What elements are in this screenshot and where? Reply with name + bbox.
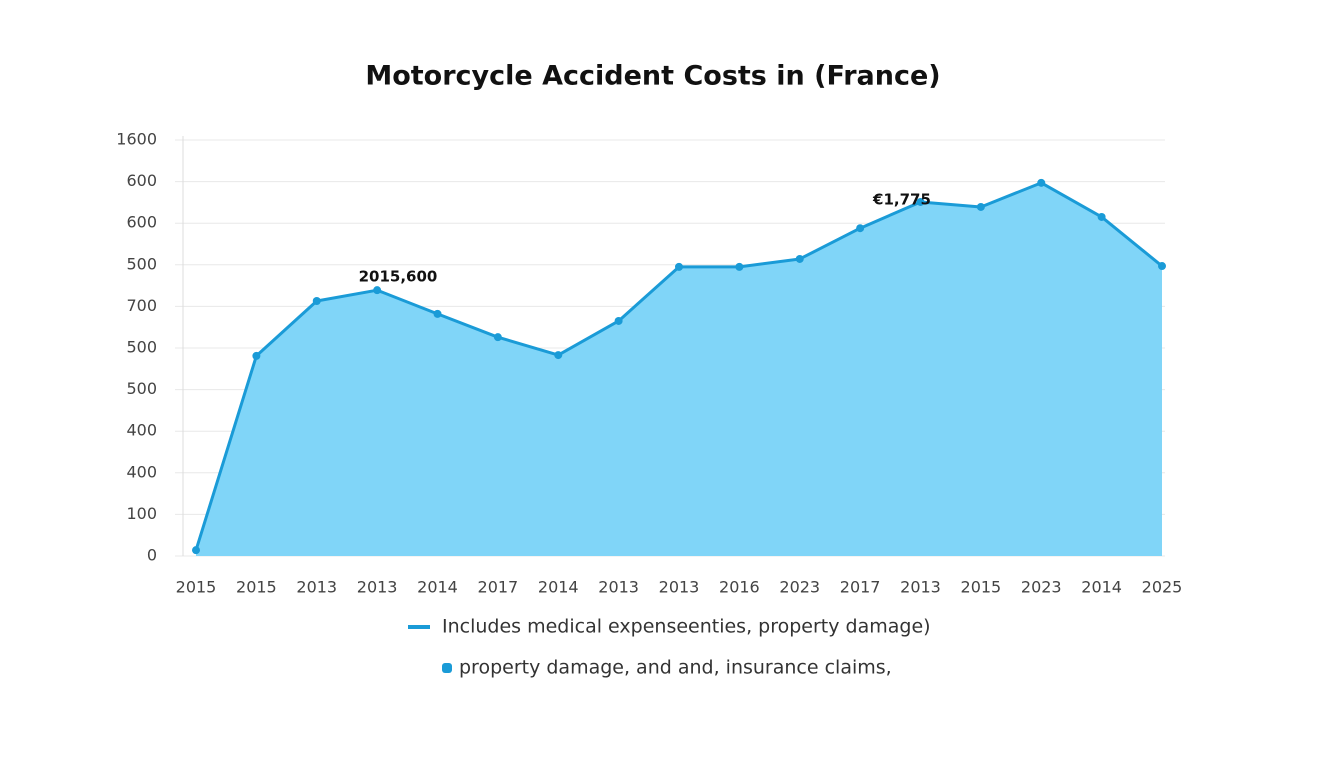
x-tick-label: 2016 <box>719 578 760 597</box>
point <box>433 309 442 318</box>
y-tick-label: 1600 <box>116 130 157 149</box>
x-tick-label: 2015 <box>176 578 217 597</box>
x-tick-label: 2013 <box>357 578 398 597</box>
point <box>312 296 321 305</box>
point <box>1037 178 1046 187</box>
annotation: €1,775 <box>872 191 931 209</box>
x-tick-label: 2013 <box>900 578 941 597</box>
legend-label: Includes medical expenseenties, property… <box>442 616 931 638</box>
annotation: 2015,600 <box>359 268 438 286</box>
point <box>252 351 261 360</box>
x-tick-label: 2013 <box>296 578 337 597</box>
y-tick-label: 600 <box>126 171 157 190</box>
point <box>856 224 865 233</box>
x-tick-label: 2023 <box>779 578 820 597</box>
x-tick-label: 2015 <box>961 578 1002 597</box>
y-tick-label: 500 <box>126 254 157 273</box>
x-tick-label: 2013 <box>598 578 639 597</box>
point <box>916 197 925 206</box>
y-tick-label: 600 <box>126 213 157 232</box>
point <box>373 286 382 295</box>
y-tick-label: 500 <box>126 379 157 398</box>
y-tick-label: 0 <box>147 546 157 565</box>
x-tick-label: 2014 <box>417 578 458 597</box>
y-tick-label: 400 <box>126 462 157 481</box>
y-tick-label: 400 <box>126 421 157 440</box>
x-tick-label: 2023 <box>1021 578 1062 597</box>
point <box>735 262 744 271</box>
legend-swatch <box>442 663 452 673</box>
x-tick-label: 2017 <box>840 578 881 597</box>
x-tick-label: 2017 <box>478 578 519 597</box>
point <box>1158 262 1166 271</box>
x-tick-label: 2013 <box>659 578 700 597</box>
point <box>976 202 985 211</box>
area <box>196 182 1162 556</box>
point <box>675 262 683 271</box>
point <box>493 333 502 342</box>
y-tick-label: 700 <box>126 296 157 315</box>
x-tick-label: 2015 <box>236 578 277 597</box>
y-tick-label: 500 <box>126 338 157 357</box>
legend-label: property damage, and and, insurance clai… <box>459 657 892 679</box>
point <box>1097 212 1106 221</box>
y-tick-label: 100 <box>126 504 157 523</box>
point <box>192 546 200 555</box>
point <box>614 316 623 325</box>
chart-title: Motorcycle Accident Costs in (France) <box>365 61 940 92</box>
point <box>554 351 563 360</box>
x-tick-label: 2025 <box>1142 578 1183 597</box>
x-tick-label: 2014 <box>538 578 579 597</box>
x-tick-label: 2014 <box>1081 578 1122 597</box>
point <box>795 254 804 263</box>
